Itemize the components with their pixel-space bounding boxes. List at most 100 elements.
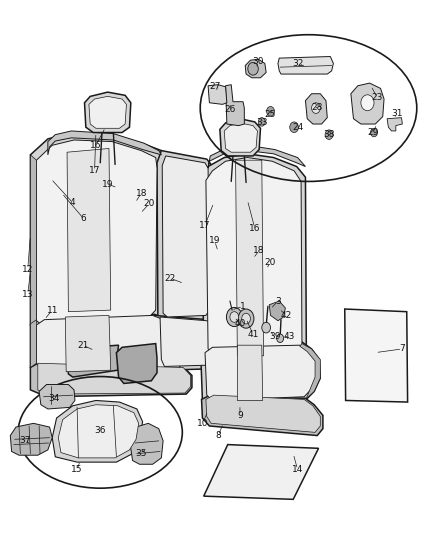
Text: 19: 19 <box>209 237 220 246</box>
Polygon shape <box>30 155 36 325</box>
Text: 20: 20 <box>265 258 276 266</box>
Circle shape <box>248 62 258 75</box>
Text: 21: 21 <box>77 341 88 350</box>
Polygon shape <box>201 154 306 362</box>
Polygon shape <box>206 158 302 358</box>
Text: 4: 4 <box>70 198 75 207</box>
Text: 16: 16 <box>249 224 261 233</box>
Polygon shape <box>245 59 266 78</box>
Circle shape <box>238 309 254 328</box>
Text: 16: 16 <box>90 141 102 150</box>
Text: 40: 40 <box>234 319 246 328</box>
Polygon shape <box>201 395 323 435</box>
Text: 25: 25 <box>265 110 276 119</box>
Circle shape <box>277 334 284 343</box>
Polygon shape <box>224 123 258 152</box>
Polygon shape <box>208 146 305 168</box>
Polygon shape <box>30 320 36 368</box>
Circle shape <box>311 103 320 114</box>
Text: 38: 38 <box>323 130 335 139</box>
Polygon shape <box>38 364 191 394</box>
Circle shape <box>262 322 271 333</box>
Polygon shape <box>387 118 403 131</box>
Polygon shape <box>236 160 264 356</box>
Polygon shape <box>206 395 320 432</box>
Text: 24: 24 <box>293 123 304 132</box>
Text: 26: 26 <box>224 105 236 114</box>
Text: 20: 20 <box>144 199 155 208</box>
Polygon shape <box>278 56 333 74</box>
Polygon shape <box>162 156 209 317</box>
Polygon shape <box>67 345 119 377</box>
Text: 17: 17 <box>199 221 211 230</box>
Polygon shape <box>36 316 185 373</box>
Text: 32: 32 <box>293 59 304 68</box>
Polygon shape <box>237 345 263 400</box>
Polygon shape <box>157 151 212 322</box>
Polygon shape <box>160 317 223 367</box>
Text: 36: 36 <box>95 426 106 435</box>
Text: 12: 12 <box>22 265 33 273</box>
Polygon shape <box>269 301 286 321</box>
Text: 41: 41 <box>247 330 259 339</box>
Polygon shape <box>130 423 163 464</box>
Polygon shape <box>39 384 75 409</box>
Circle shape <box>267 107 275 116</box>
Text: 1: 1 <box>240 302 246 311</box>
Polygon shape <box>30 364 192 397</box>
Text: 33: 33 <box>256 118 268 127</box>
Text: 18: 18 <box>135 189 147 198</box>
Circle shape <box>290 122 298 133</box>
Text: 14: 14 <box>292 465 303 474</box>
Polygon shape <box>67 149 111 312</box>
Polygon shape <box>205 345 317 400</box>
Text: 9: 9 <box>237 411 243 420</box>
Polygon shape <box>52 400 143 462</box>
Text: 19: 19 <box>102 180 113 189</box>
Circle shape <box>371 128 378 137</box>
Polygon shape <box>300 344 320 398</box>
Text: 31: 31 <box>392 109 403 118</box>
Text: 30: 30 <box>253 58 264 66</box>
Polygon shape <box>351 83 384 124</box>
Text: 13: 13 <box>22 289 34 298</box>
Text: 29: 29 <box>367 128 378 137</box>
Polygon shape <box>36 140 157 326</box>
Text: 37: 37 <box>19 437 31 446</box>
Text: 7: 7 <box>399 344 405 353</box>
Text: 3: 3 <box>275 296 281 305</box>
Polygon shape <box>204 445 318 499</box>
Text: 6: 6 <box>81 214 87 223</box>
Circle shape <box>361 95 374 111</box>
Text: 17: 17 <box>89 166 100 175</box>
Text: 8: 8 <box>215 431 221 440</box>
Circle shape <box>258 118 265 126</box>
Text: 23: 23 <box>371 93 383 102</box>
Text: 18: 18 <box>254 246 265 255</box>
Text: 28: 28 <box>311 102 323 111</box>
Text: 22: 22 <box>165 273 176 282</box>
Polygon shape <box>11 423 52 455</box>
Text: 39: 39 <box>269 332 281 341</box>
Text: 43: 43 <box>284 332 295 341</box>
Polygon shape <box>117 344 157 383</box>
Polygon shape <box>345 309 408 402</box>
Text: 42: 42 <box>281 311 292 320</box>
Circle shape <box>325 130 333 140</box>
Polygon shape <box>154 316 227 370</box>
Polygon shape <box>226 85 244 126</box>
Polygon shape <box>85 92 131 133</box>
Polygon shape <box>48 131 161 155</box>
Polygon shape <box>58 405 139 458</box>
Polygon shape <box>305 94 327 124</box>
Text: 11: 11 <box>46 305 58 314</box>
Circle shape <box>226 308 242 327</box>
Polygon shape <box>30 133 163 332</box>
Text: 34: 34 <box>48 394 60 403</box>
Circle shape <box>230 312 239 322</box>
Polygon shape <box>89 96 127 128</box>
Polygon shape <box>201 342 320 405</box>
Polygon shape <box>30 314 189 377</box>
Polygon shape <box>65 316 111 372</box>
Text: 27: 27 <box>210 82 221 91</box>
